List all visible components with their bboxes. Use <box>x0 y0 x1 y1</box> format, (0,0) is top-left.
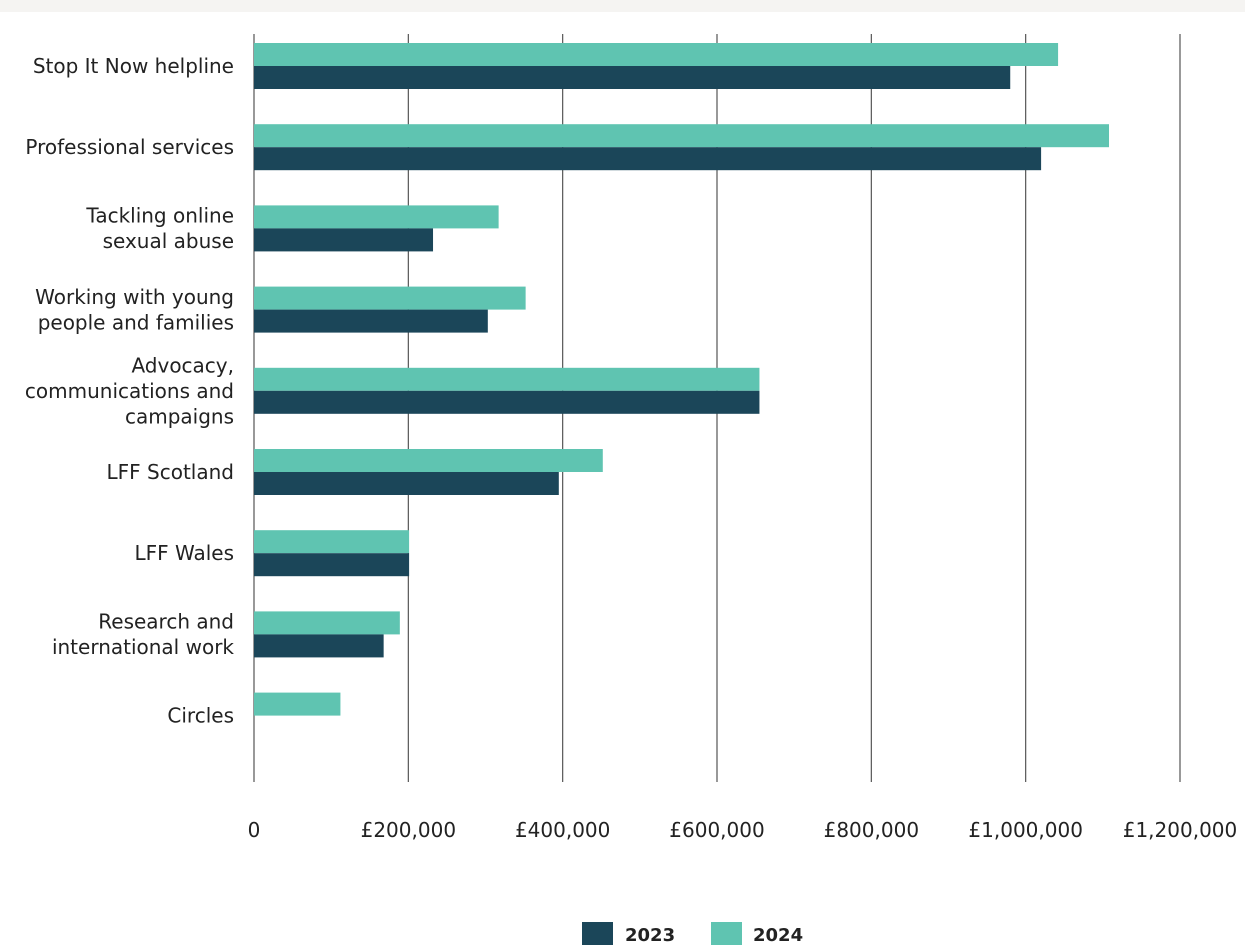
bar-2024 <box>254 611 400 635</box>
category-label: LFF Wales <box>134 541 234 565</box>
legend-label-2024: 2024 <box>753 925 803 945</box>
bar-2023 <box>254 634 384 658</box>
legend-swatch-2023 <box>582 922 613 945</box>
x-tick-label: £800,000 <box>824 818 919 842</box>
x-tick-label: 0 <box>248 818 261 842</box>
x-tick-label: £1,000,000 <box>968 818 1083 842</box>
bar-2024 <box>254 530 410 554</box>
category-label: sexual abuse <box>103 229 234 253</box>
category-label: Working with young <box>35 285 234 309</box>
bar-2024 <box>254 367 760 391</box>
bar-2024 <box>254 205 499 229</box>
bar-2024 <box>254 286 526 310</box>
bar-2023 <box>254 553 410 577</box>
bar-2023 <box>254 309 488 333</box>
category-label: people and families <box>38 310 234 334</box>
category-label: Professional services <box>25 135 234 159</box>
bar-2023 <box>254 66 1011 89</box>
category-label: campaigns <box>125 404 234 428</box>
bar-2024 <box>254 124 1110 148</box>
category-label: international work <box>52 635 234 659</box>
bar-2023 <box>254 147 1042 171</box>
category-label: LFF Scotland <box>107 460 234 484</box>
category-label: Research and <box>98 610 234 634</box>
x-tick-label: £1,200,000 <box>1123 818 1238 842</box>
category-label: Stop It Now helpline <box>33 54 234 78</box>
top-band <box>0 0 1245 12</box>
category-label: communications and <box>25 379 234 403</box>
bar-2023 <box>254 390 760 414</box>
bar-2024 <box>254 43 1059 66</box>
x-tick-label: £400,000 <box>515 818 610 842</box>
category-label: Tackling online <box>85 204 234 228</box>
category-label: Advocacy, <box>131 353 234 377</box>
legend-swatch-2024 <box>711 922 742 945</box>
x-tick-label: £600,000 <box>669 818 764 842</box>
bar-2023 <box>254 472 559 495</box>
bar-2024 <box>254 449 603 472</box>
x-tick-label: £200,000 <box>361 818 456 842</box>
bar-2023 <box>254 228 434 252</box>
category-label: Circles <box>167 704 234 728</box>
bar-2024 <box>254 692 341 716</box>
legend-label-2023: 2023 <box>625 925 675 945</box>
